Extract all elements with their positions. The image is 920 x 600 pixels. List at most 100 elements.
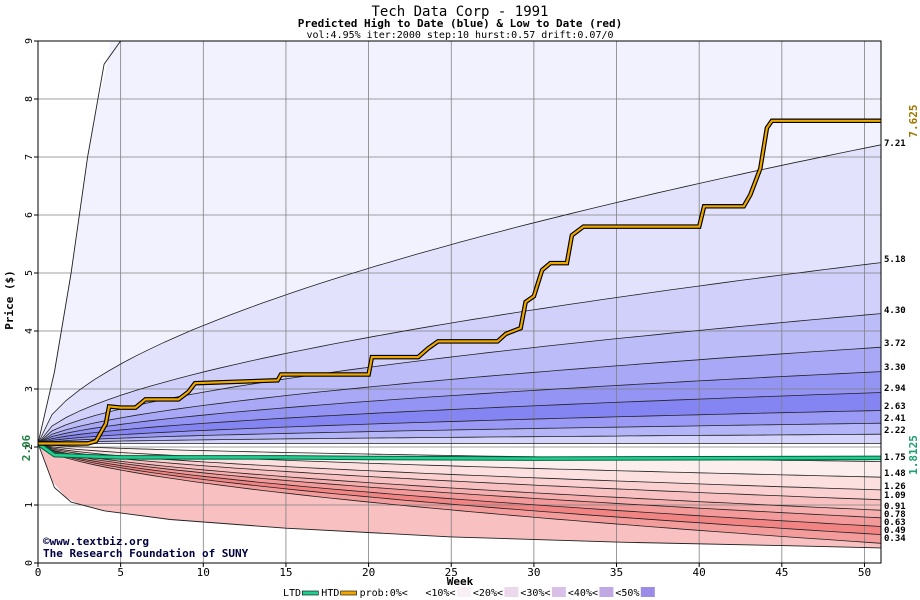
probability-band <box>38 443 881 548</box>
x-tick-label: 10 <box>197 566 210 579</box>
upper-band-label: 3.30 <box>884 363 906 373</box>
y-tick-label: 9 <box>24 38 35 44</box>
probability-band <box>38 144 881 444</box>
band-boundary <box>38 443 881 491</box>
y-tick-label: 2 <box>24 444 35 450</box>
band-boundary <box>38 443 881 511</box>
lower-band-label: 1.26 <box>884 482 906 492</box>
lower-band-label: 0.78 <box>884 510 906 520</box>
legend-line-swatch <box>340 590 357 596</box>
legend-swatch <box>599 587 614 597</box>
outer-envelope-lower <box>38 443 881 549</box>
lower-band-label: 1.09 <box>884 491 906 501</box>
x-axis-label: Week <box>447 575 474 588</box>
probability-band <box>38 443 881 535</box>
legend-line-swatch <box>301 590 319 596</box>
credit-website: ©www.textbiz.org <box>43 535 149 548</box>
y-tick-label: 4 <box>24 328 35 334</box>
band-boundary <box>38 371 881 444</box>
upper-band-label: 7.21 <box>884 139 906 149</box>
lower-band-label: 1.75 <box>884 453 906 463</box>
legend: LTD HTD prob:0%< <10%< <20%< <30%< <40%< <50% <box>283 587 655 599</box>
probability-band <box>38 443 881 527</box>
y-tick-label: 0 <box>24 560 35 566</box>
lower-band-label: 0.91 <box>884 502 906 512</box>
band-boundary <box>38 262 881 444</box>
probability-band <box>38 423 881 444</box>
lower-band-label: 0.34 <box>884 534 906 544</box>
band-boundary <box>38 443 881 501</box>
htd-final-label: 7.625 <box>907 104 920 137</box>
legend-label: <40%< <box>568 588 598 599</box>
probability-band <box>38 392 881 444</box>
probability-bands <box>38 41 881 548</box>
band-boundary-lines <box>38 41 881 549</box>
start-price-label: 2.06 <box>20 434 33 461</box>
probability-band <box>38 262 881 444</box>
x-tick-label: 45 <box>775 566 788 579</box>
ltd-line <box>38 442 881 460</box>
y-axis-label: Price ($) <box>3 270 16 330</box>
band-boundary <box>38 443 881 535</box>
upper-band-label: 5.18 <box>884 255 906 265</box>
chart-params: vol:4.95% iter:2000 step:10 hurst:0.57 d… <box>306 30 613 41</box>
credit-foundation: The Research Foundation of SUNY <box>43 547 249 560</box>
y-tick-label: 5 <box>24 270 35 276</box>
probability-band <box>38 371 881 444</box>
chart-title: Tech Data Corp - 1991 <box>371 4 548 20</box>
band-boundary <box>38 443 881 519</box>
lower-band-label: 0.49 <box>884 526 906 536</box>
lower-band-label: 0.63 <box>884 518 906 528</box>
legend-label: LTD <box>283 588 301 599</box>
outer-envelope-upper <box>38 41 121 444</box>
legend-swatch <box>551 587 566 597</box>
band-boundary <box>38 410 881 444</box>
probability-band <box>38 347 881 444</box>
upper-band-label: 3.72 <box>884 339 906 349</box>
upper-band-label: 2.41 <box>884 414 906 424</box>
y-tick-label: 6 <box>24 212 35 218</box>
htd-line <box>38 119 881 445</box>
x-tick-label: 25 <box>445 566 458 579</box>
probability-band <box>38 443 881 490</box>
probability-band <box>38 410 881 444</box>
band-boundary <box>38 443 881 544</box>
band-boundary <box>38 346 881 444</box>
upper-band-label: 2.63 <box>884 402 906 412</box>
probability-band <box>38 443 881 544</box>
x-tick-label: 20 <box>362 566 375 579</box>
probability-band <box>38 434 881 444</box>
upper-band-label: 2.22 <box>884 426 906 436</box>
y-tick-label: 3 <box>24 386 35 392</box>
upper-band-label: 2.94 <box>884 384 906 394</box>
band-labels: 7.21 5.18 4.30 3.72 3.30 2.94 2.63 2.41 2.22 1.75… <box>884 139 906 544</box>
legend-swatch <box>640 587 655 597</box>
y-tick-label: 8 <box>24 96 35 102</box>
y-tick-label: 7 <box>24 154 35 160</box>
x-tick-label: 15 <box>279 566 292 579</box>
legend-label: <20%< <box>473 588 503 599</box>
upper-band-label: 4.30 <box>884 306 906 316</box>
x-tick-label: 0 <box>35 566 42 579</box>
band-boundary <box>38 144 881 444</box>
band-boundary <box>38 422 881 444</box>
x-tick-label: 50 <box>858 566 871 579</box>
legend-swatch <box>409 587 424 597</box>
legend-label: <30%< <box>520 588 550 599</box>
legend-label: prob:0%< <box>360 588 408 599</box>
band-boundary <box>38 433 881 444</box>
band-boundary <box>38 392 881 444</box>
legend-swatch <box>456 587 471 597</box>
x-tick-label: 40 <box>693 566 706 579</box>
probability-band <box>38 443 881 518</box>
probability-band <box>38 443 881 500</box>
legend-label: HTD <box>321 588 339 599</box>
x-tick-label: 5 <box>117 566 124 579</box>
plot-frame <box>37 40 882 564</box>
band-boundary <box>38 443 881 527</box>
probability-band <box>38 443 881 511</box>
legend-label: <50% <box>615 588 639 599</box>
legend-label: <10%< <box>425 588 455 599</box>
